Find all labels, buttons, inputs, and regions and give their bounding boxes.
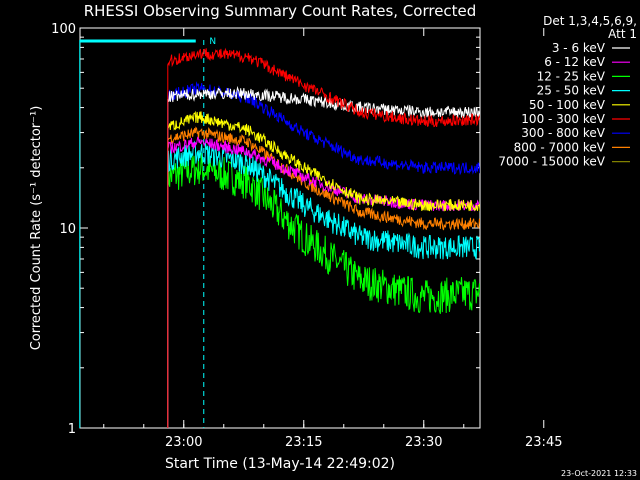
- legend-label: 300 - 800 keV: [521, 126, 605, 140]
- series-line: [167, 110, 480, 428]
- x-axis-label: Start Time (13-May-14 22:49:02): [165, 456, 395, 472]
- legend-label: 7000 - 15000 keV: [498, 155, 605, 169]
- x-tick-label: 23:30: [405, 435, 442, 450]
- series-layer: [167, 47, 480, 428]
- legend-title-line-1: Det 1,3,4,5,6,9,: [543, 14, 637, 28]
- series-line: [167, 85, 480, 428]
- series-line: [167, 47, 480, 428]
- y-tick-label: 10: [59, 222, 76, 237]
- legend-label: 12 - 25 keV: [537, 69, 606, 83]
- series-line: [167, 140, 480, 428]
- y-axis-label: Corrected Count Rate (s⁻¹ detector⁻¹): [29, 106, 44, 351]
- legend-label: 6 - 12 keV: [544, 55, 606, 69]
- y-tick-label: 100: [51, 22, 76, 37]
- legend-label: 800 - 7000 keV: [514, 140, 606, 154]
- x-tick-label: 23:45: [525, 435, 562, 450]
- series-line: [167, 153, 480, 428]
- plot-frame: [79, 27, 481, 429]
- x-tick-label: 23:15: [285, 435, 322, 450]
- legend-title-line-2: Att 1: [608, 27, 637, 41]
- legend-label: 3 - 6 keV: [552, 41, 606, 55]
- legend-label: 50 - 100 keV: [529, 98, 606, 112]
- series-line: [167, 81, 480, 428]
- series-line: [167, 126, 480, 428]
- footer-date: 23-Oct-2021 12:33: [561, 469, 637, 478]
- legend-label: 100 - 300 keV: [521, 112, 605, 126]
- x-tick-label: 23:00: [165, 435, 202, 450]
- chart-title: RHESSI Observing Summary Count Rates, Co…: [84, 2, 477, 20]
- night-marker-label: N: [209, 37, 216, 47]
- y-tick-label: 1: [68, 422, 76, 437]
- legend-label: 25 - 50 keV: [537, 84, 606, 98]
